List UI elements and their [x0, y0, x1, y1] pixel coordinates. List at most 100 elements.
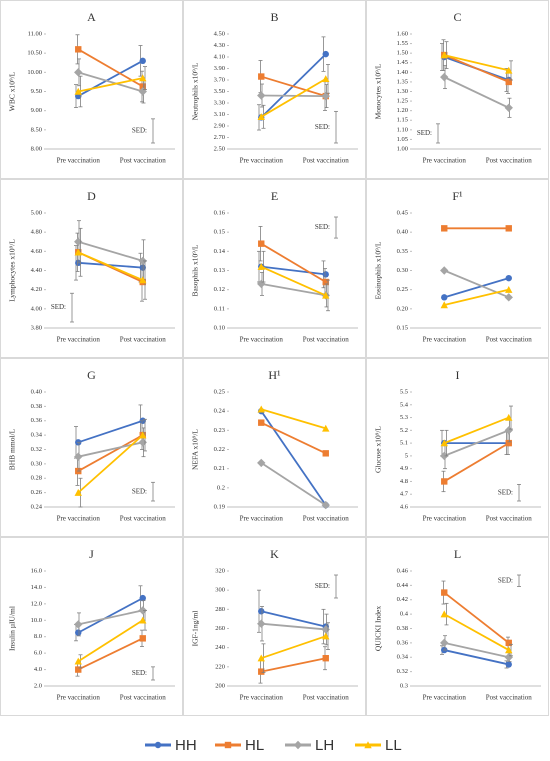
marker: [258, 240, 265, 247]
y-tick-label: 5.4: [400, 401, 409, 408]
sed-label: SED:: [132, 669, 147, 677]
marker: [138, 256, 147, 266]
y-tick-label: 4.0: [34, 666, 42, 673]
series-line: [444, 288, 509, 306]
panel-border: [366, 537, 549, 716]
y-tick-label: 4.6: [400, 503, 409, 510]
series-line: [260, 635, 327, 660]
marker: [258, 608, 265, 615]
marker: [504, 293, 513, 302]
y-tick-label: 5.2: [400, 427, 408, 434]
y-tick-label: 0.25: [214, 388, 225, 395]
marker: [504, 653, 513, 662]
y-tick-label: 0.35: [397, 248, 408, 255]
y-tick-label: 4.60: [31, 248, 42, 255]
y-tick-label: 4.9: [400, 465, 408, 472]
panel-border: [0, 358, 183, 537]
x-tick-label: Post vaccination: [120, 515, 167, 523]
y-tick-label: 12.0: [31, 600, 42, 607]
marker: [322, 50, 329, 58]
y-tick-label: 1.45: [397, 59, 408, 66]
series-line: [443, 277, 510, 299]
x-tick-label: Pre vaccination: [240, 157, 284, 165]
marker: [322, 632, 330, 640]
panel-title: G: [87, 368, 96, 382]
marker: [257, 262, 265, 270]
y-axis-label: Insulin µIU/ml: [8, 606, 17, 651]
error-bar: [143, 610, 147, 631]
y-tick-label: 0.10: [214, 324, 225, 331]
sed-label: SED:: [51, 303, 66, 311]
y-tick-label: 1.15: [397, 117, 408, 124]
marker: [258, 419, 265, 426]
marker: [75, 666, 82, 673]
error-bar: [78, 654, 83, 669]
y-axis-label: WBC x10⁹/L: [8, 71, 17, 111]
marker: [505, 646, 513, 654]
x-tick-label: Pre vaccination: [423, 515, 467, 523]
marker: [139, 83, 146, 90]
y-tick-label: 320: [215, 567, 225, 574]
x-tick-label: Pre vaccination: [240, 515, 284, 523]
panel-title: E: [271, 189, 278, 203]
marker: [258, 73, 265, 80]
marker: [139, 74, 147, 82]
x-tick-label: Post vaccination: [303, 515, 350, 523]
y-tick-label: 0.44: [397, 582, 409, 589]
x-tick-label: Pre vaccination: [423, 694, 467, 702]
marker: [139, 594, 146, 602]
panel-title: H¹: [268, 368, 281, 382]
marker: [74, 87, 82, 95]
y-tick-label: 4.40: [31, 267, 42, 274]
marker: [139, 57, 146, 65]
x-tick-label: Post vaccination: [486, 515, 533, 523]
y-tick-label: 0.16: [214, 209, 226, 216]
y-tick-label: 1.00: [397, 145, 408, 152]
series-line: [260, 242, 327, 283]
marker: [293, 740, 303, 750]
marker: [441, 478, 448, 485]
y-axis-label: Basophils x10⁹/L: [191, 244, 200, 296]
series-line: [77, 434, 144, 472]
y-tick-label: 3.30: [214, 99, 225, 106]
y-tick-label: 5: [405, 452, 408, 459]
y-tick-label: 4.7: [400, 491, 409, 498]
y-tick-label: 3.10: [214, 111, 225, 118]
y-tick-label: 1.25: [397, 98, 408, 105]
series-line: [261, 265, 326, 276]
marker: [441, 225, 448, 232]
panel-title: L: [454, 547, 461, 561]
x-tick-label: Pre vaccination: [57, 157, 101, 165]
x-tick-label: Pre vaccination: [423, 157, 467, 165]
panel-border: [366, 358, 549, 537]
y-tick-label: 0.34: [31, 432, 43, 439]
series-line: [261, 283, 326, 297]
error-bar: [509, 405, 513, 430]
y-tick-label: 0.46: [397, 567, 409, 574]
error-bar: [326, 622, 330, 650]
marker: [322, 424, 330, 432]
series-line: [77, 251, 144, 281]
series-line: [260, 408, 327, 430]
y-tick-label: 4.20: [31, 286, 42, 293]
panel-border: [366, 179, 549, 358]
y-tick-label: 0.28: [31, 475, 42, 482]
y-axis-label: NEFA x10⁹/L: [191, 429, 200, 470]
panel-title: J: [89, 547, 94, 561]
legend-label: LL: [385, 737, 402, 754]
y-tick-label: 2.0: [34, 682, 42, 689]
y-tick-label: 0.30: [397, 267, 408, 274]
series-line: [77, 240, 144, 262]
panel-border: [183, 179, 366, 358]
y-tick-label: 0.11: [214, 305, 225, 312]
y-axis-label: BHB mmol/L: [8, 428, 17, 470]
marker: [440, 301, 448, 309]
y-tick-label: 0.32: [31, 446, 42, 453]
panel-border: [183, 537, 366, 716]
panel-title: C: [453, 10, 461, 24]
sed-label: SED:: [315, 123, 330, 131]
series-line: [261, 610, 326, 628]
sed-label: SED:: [132, 127, 147, 135]
y-tick-label: 8.50: [31, 126, 42, 133]
panel-title: A: [87, 10, 96, 24]
